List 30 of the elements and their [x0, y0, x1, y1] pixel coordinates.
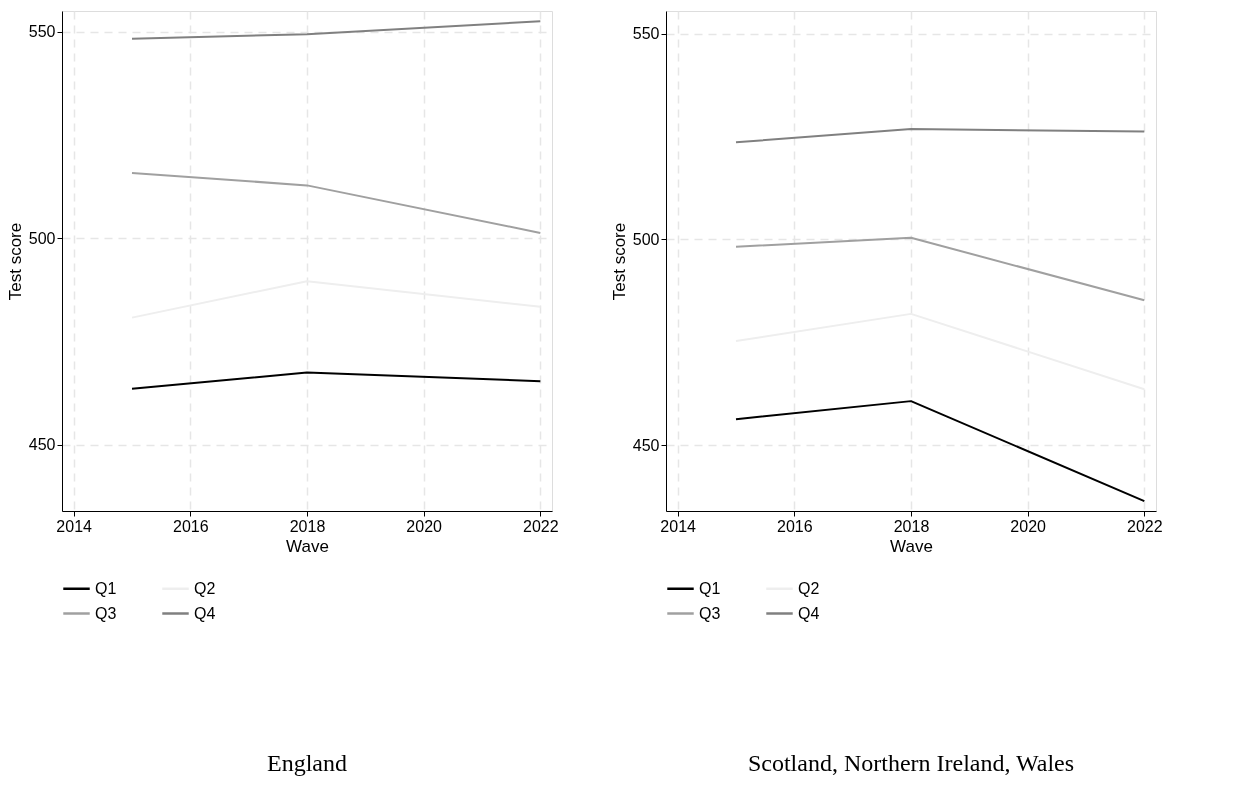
x-tick-label: 2022: [1127, 517, 1163, 535]
x-tick-label: 2020: [406, 517, 443, 535]
x-tick-label: 2016: [777, 517, 813, 535]
y-tick-label: 550: [28, 23, 56, 41]
legend-label: Q4: [798, 604, 820, 622]
text: Scotland, Northern Ireland, Wales: [747, 750, 1075, 776]
y-tick-label: 450: [632, 436, 660, 454]
x-tick-label: 2020: [1010, 517, 1047, 535]
x-axis-title: Wave: [286, 536, 329, 556]
x-tick-label: 2016: [173, 517, 209, 535]
legend-label: Q4: [194, 604, 216, 622]
x-tick-label: 2022: [523, 517, 559, 535]
y-tick-label: 450: [28, 436, 56, 454]
x-tick-label: 2018: [893, 517, 930, 535]
y-axis-title: Test score: [609, 222, 629, 301]
x-axis-title: Wave: [890, 536, 933, 556]
legend-label: Q1: [95, 579, 117, 597]
y-axis-title: Test score: [5, 222, 25, 301]
legend-label: Q1: [699, 579, 721, 597]
legend-label: Q3: [95, 604, 117, 622]
text: England: [267, 750, 347, 776]
legend-label: Q3: [699, 604, 721, 622]
x-tick-label: 2018: [289, 517, 326, 535]
legend-label: Q2: [194, 579, 216, 597]
y-tick-label: 500: [28, 229, 56, 247]
y-tick-label: 500: [632, 230, 660, 248]
legend-label: Q2: [798, 579, 820, 597]
x-tick-label: 2014: [56, 517, 93, 535]
x-tick-label: 2014: [660, 517, 697, 535]
y-tick-label: 550: [632, 25, 660, 43]
